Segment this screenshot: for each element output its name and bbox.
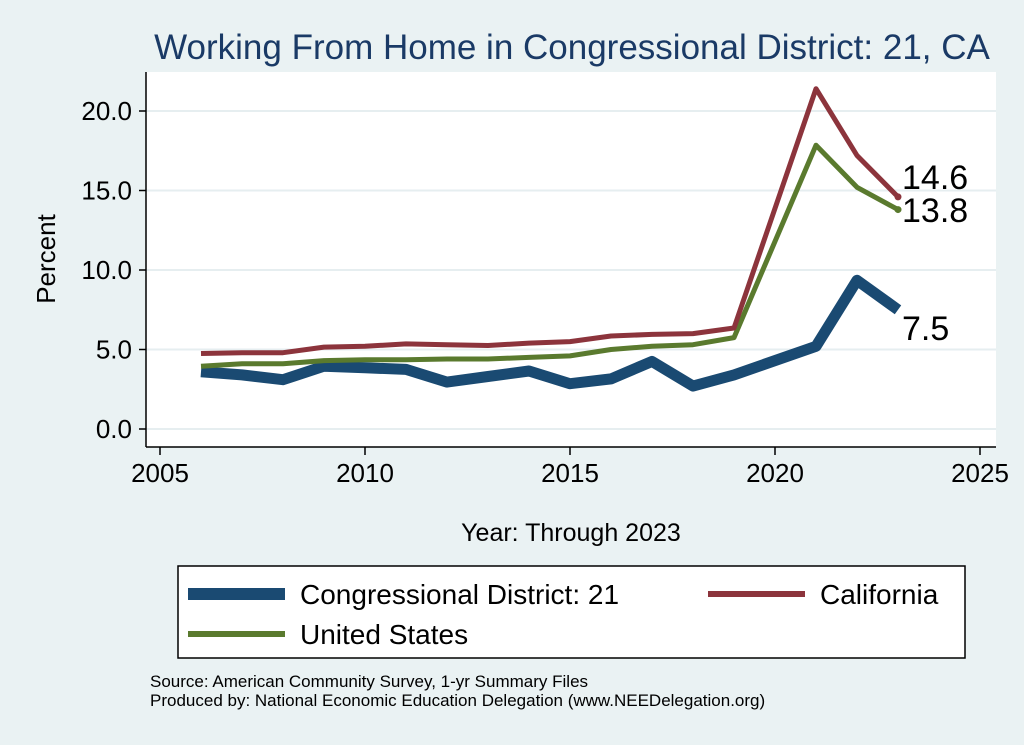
y-axis-label: Percent [31,213,61,303]
legend-label: California [820,579,939,610]
grid-lines [146,110,996,430]
y-tick-label: 15.0 [81,176,132,206]
plot-area [146,72,996,447]
x-tick-label: 2020 [746,458,804,488]
end-label: 14.6 [902,159,968,197]
y-tick-label: 5.0 [96,335,132,365]
x-axis-label: Year: Through 2023 [461,519,681,547]
legend-label: Congressional District: 21 [300,579,619,610]
x-tick-label: 2015 [541,458,599,488]
x-tick-label: 2010 [336,458,394,488]
series-lines [200,86,902,392]
end-label: 7.5 [902,310,949,348]
end-labels: 7.5 14.613.8 [902,159,968,348]
chart-title: Working From Home in Congressional Distr… [154,28,990,67]
end-marker-1 [894,193,902,201]
axes: 0.0 5.0 10.0 15.0 20.0 2005 2010 2015 2020 2025 [81,72,1009,488]
legend: Congressional District: 21 California Unit… [188,579,939,650]
y-tick-label: 0.0 [96,414,132,444]
x-tick-label: 2025 [951,458,1009,488]
series-line-0 [200,274,902,392]
end-label: 13.8 [902,192,968,230]
source-note: Source: American Community Survey, 1-yr … [150,672,589,691]
y-tick-label: 10.0 [81,255,132,285]
series-line-1 [200,86,900,356]
produced-by-note: Produced by: National Economic Education… [150,691,766,710]
y-tick-label: 20.0 [81,96,132,126]
legend-label: United States [300,619,468,650]
x-tick-label: 2005 [131,458,189,488]
end-marker-2 [894,206,902,214]
series-line-2 [200,142,900,369]
legend-box [177,565,966,659]
